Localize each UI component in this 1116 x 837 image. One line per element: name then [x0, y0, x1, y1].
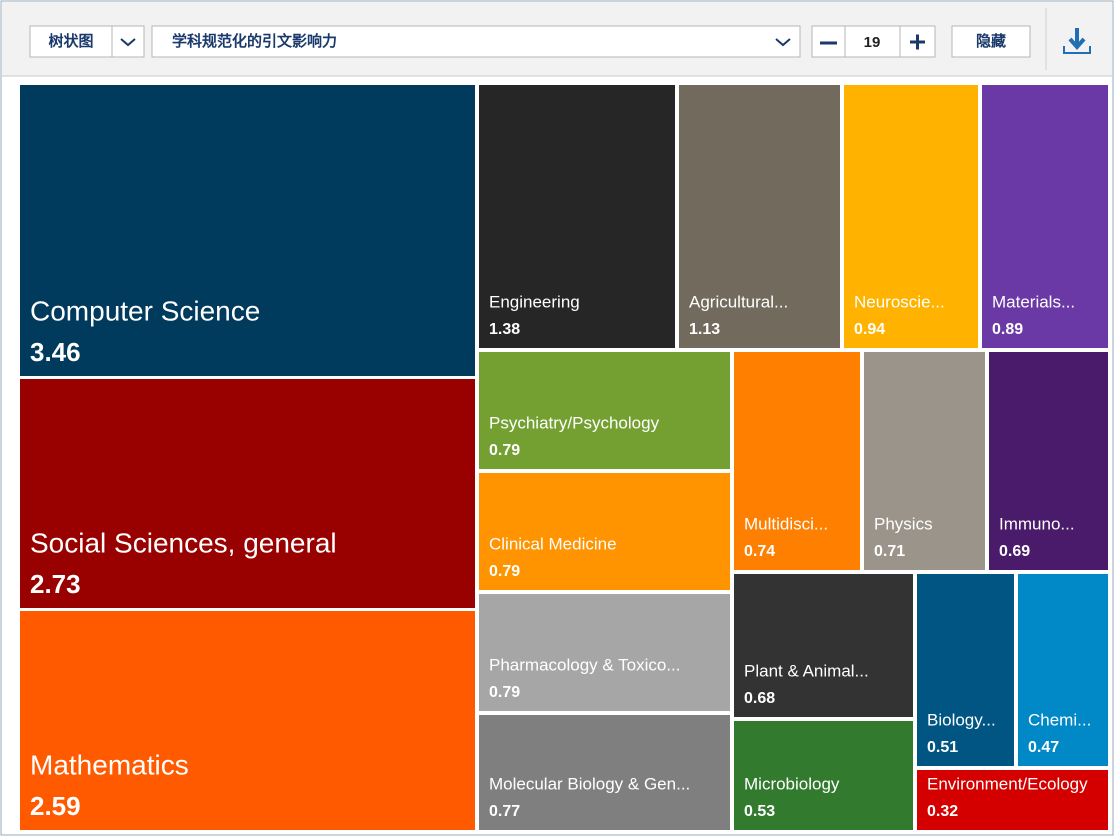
view-label: 树状图 — [48, 32, 93, 50]
tile-label: Neuroscie... — [854, 292, 945, 311]
tile-label: Materials... — [992, 292, 1075, 311]
tile-value: 0.79 — [489, 563, 520, 580]
hide-label: 隐藏 — [976, 32, 1006, 50]
tile — [734, 721, 913, 830]
tile-label: Multidisci... — [744, 514, 828, 533]
tile — [479, 352, 730, 469]
tile-label: Mathematics — [30, 749, 189, 780]
tile-label: Physics — [874, 514, 933, 533]
tile-label: Computer Science — [30, 295, 260, 326]
dropdown-arrow — [775, 38, 791, 47]
tile — [479, 715, 730, 830]
tile-value: 0.79 — [489, 442, 520, 459]
count-value: 19 — [864, 34, 881, 51]
download-tray — [1063, 46, 1091, 54]
tile-label: Microbiology — [744, 774, 840, 793]
tile — [734, 352, 860, 570]
tile-label: Agricultural... — [689, 292, 788, 311]
tile-label: Plant & Animal... — [744, 661, 869, 680]
view-dropdown[interactable] — [111, 25, 145, 58]
tile — [479, 85, 675, 348]
tile-value: 0.77 — [489, 803, 520, 820]
tile-value: 0.79 — [489, 684, 520, 701]
tile — [479, 594, 730, 711]
tile-label: Immuno... — [999, 514, 1075, 533]
tile-value: 2.59 — [30, 791, 81, 821]
tile-value: 0.32 — [927, 803, 958, 820]
tile — [20, 611, 475, 830]
tile-label: Chemi... — [1028, 710, 1091, 729]
tile — [479, 473, 730, 590]
dropdown-arrow — [120, 38, 136, 47]
tile — [734, 574, 913, 717]
tile — [917, 770, 1108, 830]
tile-value: 0.68 — [744, 690, 775, 707]
view-button[interactable] — [29, 25, 113, 58]
tile-value: 0.74 — [744, 543, 775, 560]
tile-value: 0.51 — [927, 739, 958, 756]
tile-label: Engineering — [489, 292, 580, 311]
tile — [1018, 574, 1108, 766]
tile-value: 0.53 — [744, 803, 775, 820]
download-button[interactable] — [1063, 28, 1091, 54]
metric-select[interactable] — [151, 25, 801, 58]
tile — [864, 352, 985, 570]
tile-value: 0.94 — [854, 321, 885, 338]
tile-value: 0.89 — [992, 321, 1023, 338]
tile-label: Psychiatry/Psychology — [489, 413, 660, 432]
download-arrow — [1068, 28, 1086, 51]
hide-button[interactable] — [951, 25, 1031, 58]
tile-value: 2.73 — [30, 569, 81, 599]
tile — [989, 352, 1108, 570]
tile-label: Biology... — [927, 710, 996, 729]
tile — [917, 574, 1014, 766]
tile — [844, 85, 978, 348]
tile-label: Social Sciences, general — [30, 527, 337, 558]
tile-value: 0.47 — [1028, 739, 1059, 756]
tile-label: Environment/Ecology — [927, 774, 1088, 793]
tile-value: 0.69 — [999, 543, 1030, 560]
tile — [982, 85, 1108, 348]
tile — [20, 379, 475, 608]
tile — [20, 85, 475, 376]
tile — [679, 85, 840, 348]
tile-value: 1.38 — [489, 321, 520, 338]
tile-value: 1.13 — [689, 321, 720, 338]
tile-label: Clinical Medicine — [489, 534, 617, 553]
tile-value: 3.46 — [30, 337, 81, 367]
tile-label: Pharmacology & Toxico... — [489, 655, 681, 674]
tile-value: 0.71 — [874, 543, 905, 560]
tile-label: Molecular Biology & Gen... — [489, 774, 690, 793]
plus-icon — [910, 34, 925, 50]
metric-label: 学科规范化的引文影响力 — [172, 32, 337, 50]
